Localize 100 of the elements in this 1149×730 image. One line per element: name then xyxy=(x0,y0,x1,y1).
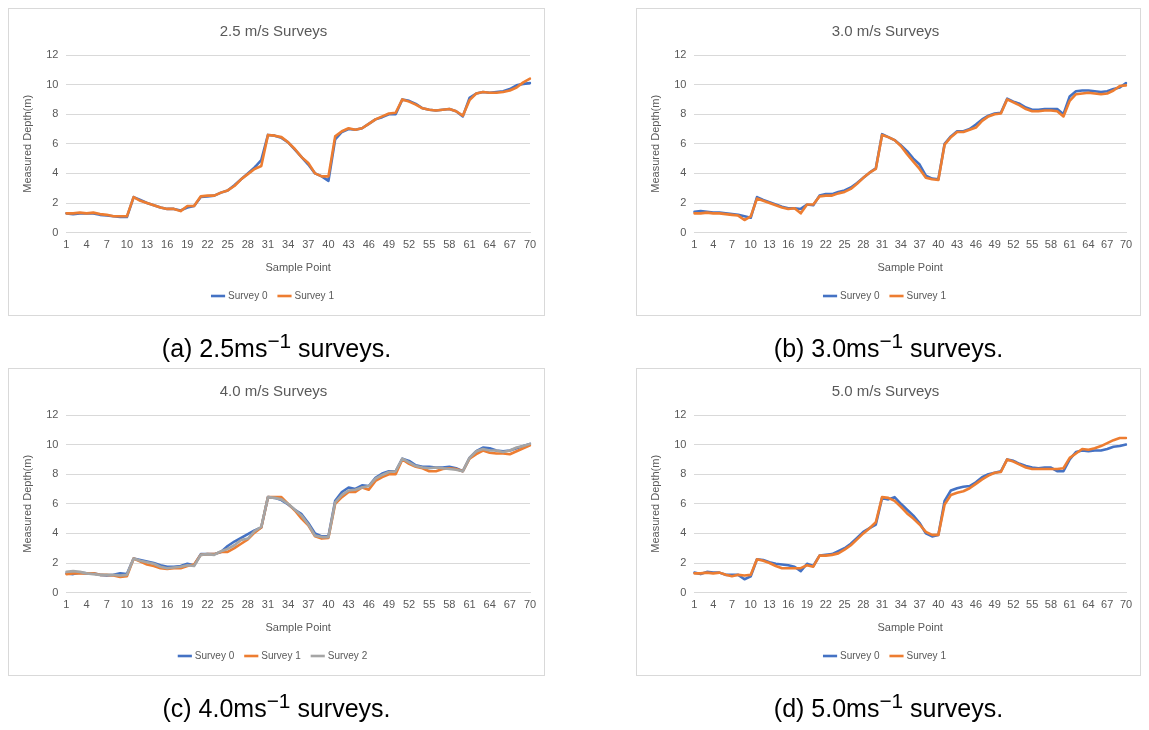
y-tick-label: 6 xyxy=(680,136,687,149)
x-tick-label: 61 xyxy=(463,238,476,251)
x-tick-label: 31 xyxy=(875,598,889,611)
x-tick-label: 61 xyxy=(1063,238,1076,251)
y-axis-title: Measured Depth(m) xyxy=(648,454,661,553)
y-axis-title: Measured Depth(m) xyxy=(648,94,661,193)
x-tick-label: 1 xyxy=(691,598,698,611)
x-tick-label: 58 xyxy=(1044,598,1058,611)
x-tick-label: 37 xyxy=(302,238,315,251)
x-tick-label: 46 xyxy=(362,598,375,611)
x-tick-label: 7 xyxy=(103,598,110,611)
x-tick-label: 34 xyxy=(894,598,907,611)
x-tick-label: 64 xyxy=(483,238,496,251)
text: (b) 3.0ms$^{−1}$ surveys. xyxy=(772,328,1005,365)
x-tick-label: 64 xyxy=(1082,238,1095,251)
text: (c) 4.0ms$^{−1}$ surveys. xyxy=(161,688,392,725)
x-tick-label: 55 xyxy=(1026,598,1039,611)
x-tick-label: 58 xyxy=(443,598,456,611)
legend-label: Survey 2 xyxy=(327,649,368,661)
x-tick-label: 49 xyxy=(382,598,396,611)
x-tick-label: 40 xyxy=(322,598,335,611)
x-tick-label: 34 xyxy=(894,238,907,251)
y-tick-label: 8 xyxy=(680,107,687,120)
x-tick-label: 10 xyxy=(744,598,757,611)
x-tick-label: 58 xyxy=(443,238,456,251)
y-tick-label: 6 xyxy=(52,496,59,509)
x-tick-label: 16 xyxy=(161,238,174,251)
x-tick-label: 1 xyxy=(63,238,70,251)
x-tick-label: 40 xyxy=(932,598,945,611)
legend-label: Survey 1 xyxy=(261,649,302,661)
x-tick-label: 49 xyxy=(988,238,1001,251)
x-tick-label: 52 xyxy=(402,238,416,251)
y-tick-label: 8 xyxy=(680,467,687,480)
x-tick-label: 25 xyxy=(838,238,851,251)
legend-label: Survey 0 xyxy=(194,649,235,661)
y-tick-label: 8 xyxy=(52,467,59,480)
x-tick-label: 67 xyxy=(503,238,516,251)
x-tick-label: 13 xyxy=(140,598,154,611)
y-tick-label: 4 xyxy=(52,526,59,539)
x-tick-label: 64 xyxy=(483,598,496,611)
legend-label: Survey 1 xyxy=(906,649,947,661)
x-tick-label: 10 xyxy=(120,238,134,251)
text: (a) 2.5ms$^{−1}$ surveys. xyxy=(160,328,393,365)
x-tick-label: 19 xyxy=(800,238,814,251)
x-tick-label: 4 xyxy=(83,598,90,611)
x-tick-label: 70 xyxy=(523,598,537,611)
x-tick-label: 25 xyxy=(221,598,234,611)
x-tick-label: 58 xyxy=(1044,238,1058,251)
y-tick-label: 10 xyxy=(46,77,59,90)
x-tick-label: 7 xyxy=(728,598,736,611)
x-tick-label: 28 xyxy=(241,238,254,251)
y-tick-label: 10 xyxy=(674,437,687,450)
x-tick-label: 49 xyxy=(382,238,396,251)
x-tick-label: 67 xyxy=(1101,598,1114,611)
x-tick-label: 28 xyxy=(857,238,870,251)
x-tick-label: 22 xyxy=(201,598,214,611)
x-tick-label: 13 xyxy=(140,238,154,251)
y-axis-title: Measured Depth(m) xyxy=(20,454,33,553)
x-tick-label: 7 xyxy=(728,238,736,251)
x-tick-label: 37 xyxy=(913,598,926,611)
x-axis-title: Sample Point xyxy=(877,621,943,634)
x-tick-label: 22 xyxy=(819,598,832,611)
x-tick-label: 22 xyxy=(819,238,832,251)
chart-title: 3.0 m/s Surveys xyxy=(831,22,940,40)
x-tick-label: 49 xyxy=(988,598,1001,611)
x-tick-label: 16 xyxy=(161,598,174,611)
x-tick-label: 55 xyxy=(1026,238,1039,251)
x-tick-label: 34 xyxy=(282,598,295,611)
y-tick-label: 8 xyxy=(52,107,59,120)
x-tick-label: 43 xyxy=(951,238,964,251)
y-tick-label: 10 xyxy=(674,77,687,90)
x-tick-label: 4 xyxy=(710,598,717,611)
y-tick-label: 0 xyxy=(52,585,59,598)
x-tick-label: 25 xyxy=(221,238,234,251)
x-axis-title: Sample Point xyxy=(265,261,331,274)
x-tick-label: 64 xyxy=(1082,598,1095,611)
x-tick-label: 37 xyxy=(302,598,315,611)
x-tick-label: 40 xyxy=(932,238,945,251)
x-tick-label: 70 xyxy=(1119,238,1133,251)
x-tick-label: 10 xyxy=(744,238,757,251)
x-tick-label: 61 xyxy=(463,598,476,611)
y-tick-label: 12 xyxy=(674,48,687,61)
x-tick-label: 67 xyxy=(1101,238,1114,251)
x-tick-label: 10 xyxy=(120,598,134,611)
x-tick-label: 34 xyxy=(282,238,295,251)
x-tick-label: 31 xyxy=(261,238,275,251)
x-tick-label: 16 xyxy=(782,238,795,251)
x-tick-label: 19 xyxy=(181,238,194,251)
x-tick-label: 31 xyxy=(875,238,889,251)
y-tick-label: 4 xyxy=(680,526,687,539)
x-tick-label: 28 xyxy=(857,598,870,611)
x-tick-label: 4 xyxy=(83,238,90,251)
x-tick-label: 52 xyxy=(1007,598,1020,611)
x-tick-label: 52 xyxy=(1007,238,1020,251)
x-tick-label: 1 xyxy=(691,238,698,251)
x-tick-label: 70 xyxy=(1119,598,1133,611)
y-tick-label: 0 xyxy=(680,585,687,598)
x-tick-label: 37 xyxy=(913,238,926,251)
x-tick-label: 13 xyxy=(763,238,776,251)
x-tick-label: 61 xyxy=(1063,598,1076,611)
